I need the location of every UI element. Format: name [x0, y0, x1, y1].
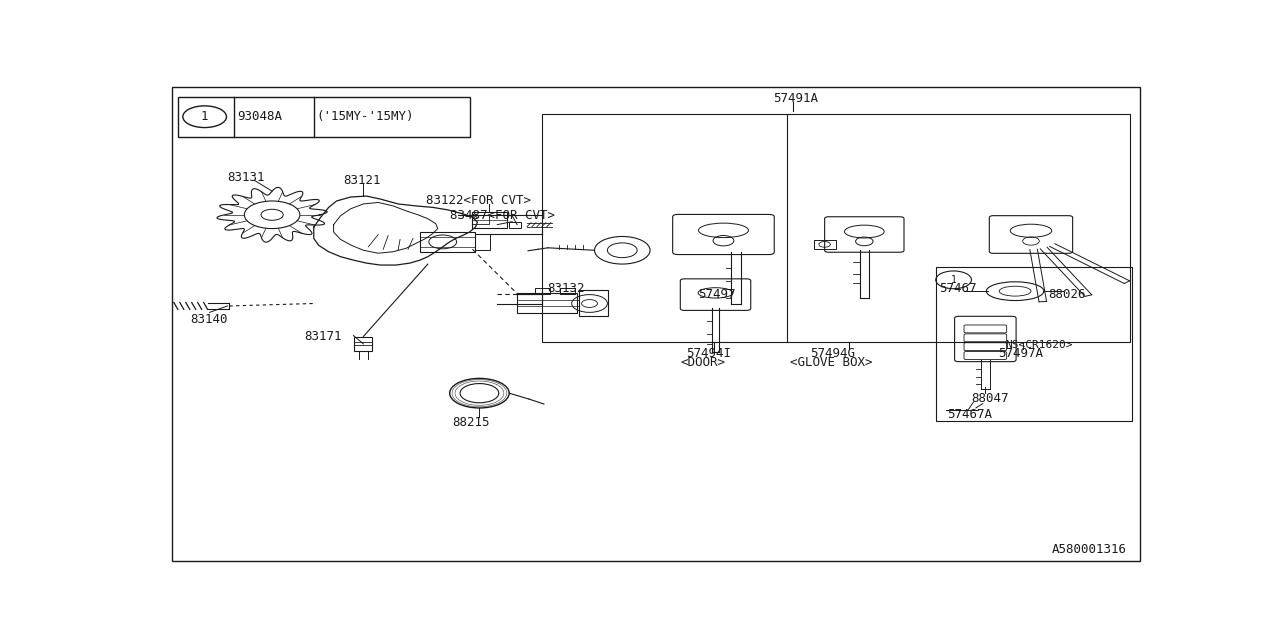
Text: 88026: 88026	[1048, 288, 1085, 301]
Bar	[517, 292, 576, 314]
Text: NS<CR1620>: NS<CR1620>	[1005, 340, 1073, 350]
Text: A580001316: A580001316	[1052, 543, 1128, 556]
Text: 83140: 83140	[189, 313, 228, 326]
Text: 88047: 88047	[972, 392, 1009, 404]
Text: 57497: 57497	[698, 288, 735, 301]
Bar	[936, 267, 1132, 420]
Text: 83122<FOR CVT>: 83122<FOR CVT>	[426, 193, 531, 207]
Text: <GLOVE BOX>: <GLOVE BOX>	[790, 356, 873, 369]
Text: ('15MY-'15MY): ('15MY-'15MY)	[316, 110, 415, 124]
Bar	[472, 212, 507, 228]
Bar	[178, 97, 471, 137]
Bar	[579, 290, 608, 316]
Bar	[475, 234, 490, 250]
Text: 57467: 57467	[938, 282, 977, 294]
Bar	[541, 115, 1130, 342]
Bar	[509, 221, 521, 228]
Text: 57497A: 57497A	[998, 348, 1043, 360]
Bar	[472, 215, 489, 225]
Bar	[814, 240, 836, 249]
Bar	[420, 232, 475, 252]
Text: 1: 1	[201, 110, 209, 124]
Text: 57467A: 57467A	[947, 408, 992, 421]
Bar	[355, 337, 372, 351]
Text: <DOOR>: <DOOR>	[681, 356, 726, 369]
Text: 57491A: 57491A	[773, 92, 818, 106]
Text: 83121: 83121	[343, 174, 381, 187]
Text: 83171: 83171	[303, 330, 342, 344]
Text: 83132: 83132	[547, 282, 585, 295]
Text: 93048A: 93048A	[237, 110, 283, 124]
Text: 1: 1	[951, 275, 956, 285]
Text: 57494I: 57494I	[686, 348, 731, 360]
Text: 83131: 83131	[228, 172, 265, 184]
Text: 57494G: 57494G	[810, 348, 855, 360]
Text: 83487<FOR CVT>: 83487<FOR CVT>	[449, 209, 554, 222]
Bar	[535, 288, 550, 294]
Text: 88215: 88215	[453, 416, 490, 429]
Bar	[559, 288, 575, 294]
